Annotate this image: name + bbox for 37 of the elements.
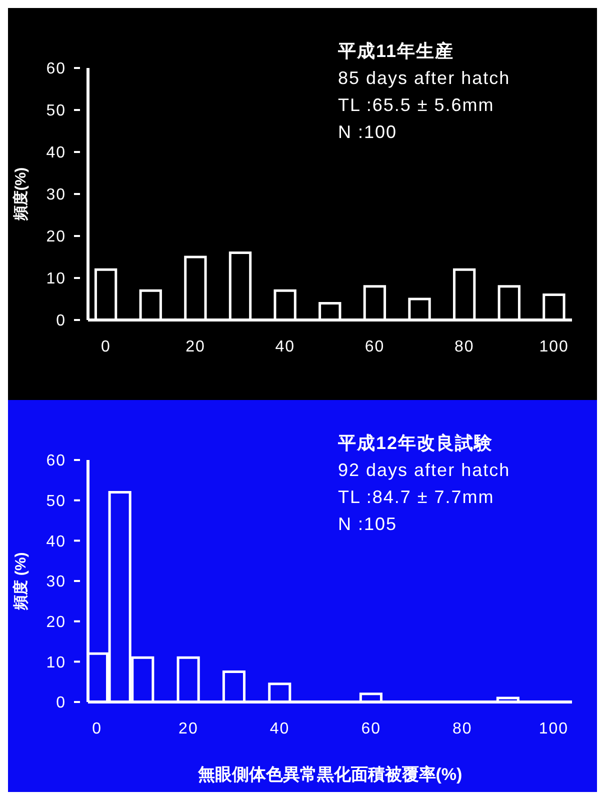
annotation: N :105: [338, 513, 398, 536]
y-axis-title: 頻度(%): [11, 167, 30, 222]
annotation: TL :65.5 ± 5.6mm: [338, 94, 496, 117]
x-tick-label: 60: [364, 338, 385, 356]
y-tick-label: 10: [46, 654, 66, 672]
annotation: TL :84.7 ± 7.7mm: [338, 486, 496, 509]
y-tick-label: 20: [46, 614, 66, 631]
x-tick-label: 40: [270, 720, 290, 738]
text: 平成12年改良試験: [338, 432, 494, 455]
y-tick-label: 40: [46, 533, 66, 550]
x-tick-label: 20: [186, 338, 206, 356]
x-tick-label: 80: [454, 338, 474, 356]
x-tick-label: 100: [538, 720, 569, 738]
y-tick-label: 60: [46, 452, 66, 470]
x-tick-label: 0: [92, 720, 102, 738]
x-axis-title: 無眼側体色異常黒化面積被覆率(%): [196, 765, 462, 784]
y-tick-label: 20: [46, 228, 66, 246]
annotation: 92 days after hatch: [338, 459, 510, 482]
y-tick-label: 0: [56, 694, 66, 712]
y-tick-label: 0: [56, 312, 66, 330]
x-tick-label: 100: [539, 338, 569, 356]
x-tick-label: 0: [100, 338, 111, 356]
y-tick-label: 10: [46, 270, 66, 288]
text: 平成11年生産: [338, 40, 456, 63]
x-tick-label: 60: [361, 720, 381, 738]
y-tick-label: 30: [46, 574, 66, 591]
y-tick-label: 60: [46, 60, 66, 78]
x-tick-label: 40: [275, 338, 296, 356]
x-tick-label: 20: [178, 720, 198, 738]
y-tick-label: 50: [46, 492, 66, 510]
y-axis-title: 頻度 (%): [11, 552, 30, 611]
y-tick-label: 50: [46, 102, 66, 120]
annotation: 85 days after hatch: [338, 67, 510, 90]
y-tick-label: 30: [46, 186, 66, 204]
x-tick-label: 80: [452, 720, 472, 738]
annotation: N :100: [338, 121, 398, 144]
y-tick-label: 40: [46, 144, 66, 162]
